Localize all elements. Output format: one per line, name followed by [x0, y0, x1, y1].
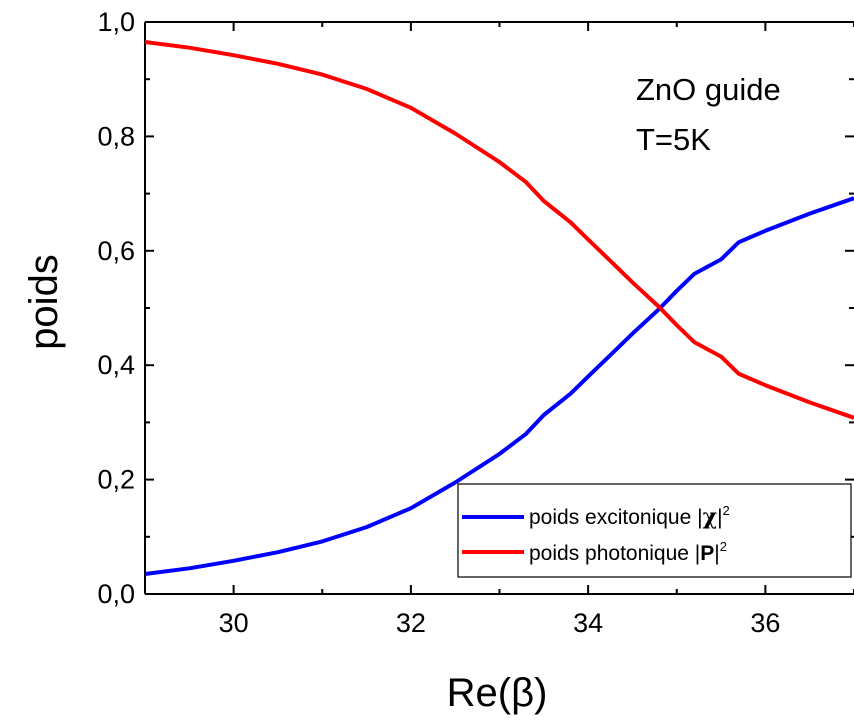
legend-photonic-sup: 2	[720, 539, 727, 554]
annotation-line-1: ZnO guide	[636, 72, 781, 107]
legend-excitonic-symbol: χ	[703, 504, 717, 530]
y-tick-label: 0,6	[97, 236, 135, 266]
y-tick-label: 0,8	[97, 121, 135, 151]
x-tick-label: 36	[750, 608, 780, 638]
y-tick-label: 0,0	[97, 579, 135, 609]
legend-box	[457, 483, 852, 578]
legend: poids excitonique |χ|2 poids photonique …	[457, 483, 852, 578]
y-ticks: 0,0 0,2 0,4 0,6 0,8 1,0	[97, 7, 854, 609]
legend-excitonic-suffix: |	[717, 506, 722, 529]
legend-label-excitonic: poids excitonique |χ|2	[529, 503, 730, 530]
y-axis-title: poids	[22, 254, 66, 350]
x-tick-label: 32	[396, 608, 426, 638]
series-line-photonic	[144, 40, 854, 420]
x-axis-title: Re(β)	[447, 671, 548, 715]
legend-excitonic-sup: 2	[723, 503, 730, 518]
legend-photonic-suffix: |	[714, 542, 719, 565]
legend-label-photonic: poids photonique |P|2	[529, 539, 727, 565]
annotation-line-2: T=5K	[636, 122, 711, 157]
x-ticks: 30 32 34 36	[219, 22, 854, 638]
x-tick-label: 30	[219, 608, 249, 638]
x-tick-label: 34	[573, 608, 603, 638]
legend-photonic-symbol: P	[700, 542, 714, 565]
series-line-excitonic	[144, 196, 854, 576]
legend-photonic-prefix: poids photonique |	[529, 542, 700, 565]
y-tick-label: 1,0	[97, 7, 135, 37]
y-tick-label: 0,2	[97, 465, 135, 495]
series-layer	[144, 40, 854, 576]
legend-excitonic-prefix: poids excitonique |	[529, 506, 703, 529]
y-tick-label: 0,4	[97, 350, 135, 380]
